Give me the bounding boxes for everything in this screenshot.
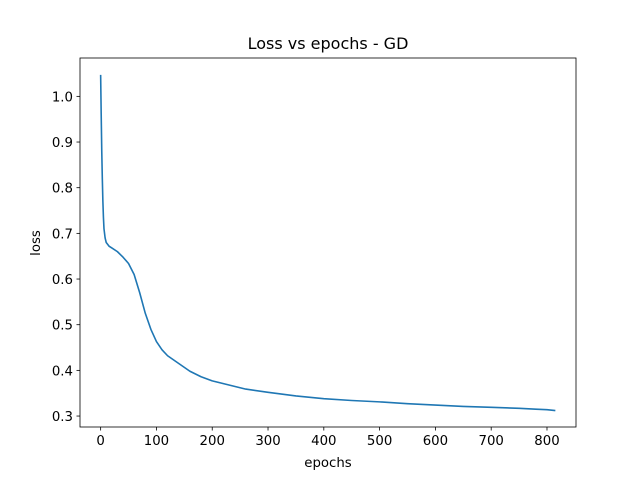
x-tick-label: 500	[367, 434, 392, 449]
y-tick-label: 0.6	[52, 273, 73, 288]
y-tick-label: 0.7	[52, 227, 73, 242]
x-tick-label: 600	[423, 434, 448, 449]
loss-series-line	[99, 74, 556, 412]
y-tick-label: 0.3	[52, 410, 73, 425]
y-axis-label: loss	[29, 230, 44, 256]
y-tick-label: 0.4	[52, 364, 73, 379]
x-tick-label: 300	[255, 434, 280, 449]
x-tick-label: 100	[144, 434, 169, 449]
y-tick-label: 0.9	[52, 136, 73, 151]
y-tick-label: 0.5	[52, 319, 73, 334]
x-tick-label: 0	[96, 434, 104, 449]
series-layer	[99, 74, 556, 412]
chart-title: Loss vs epochs - GD	[248, 34, 409, 53]
x-tick-label: 700	[478, 434, 503, 449]
x-tick-label: 800	[534, 434, 559, 449]
y-tick-label: 0.8	[52, 182, 73, 197]
x-axis-label: epochs	[304, 456, 351, 471]
y-tick-label: 1.0	[52, 90, 73, 105]
plot-frame	[79, 57, 577, 428]
x-tick-label: 200	[200, 434, 225, 449]
tick-layer: 0 100 200 300 400 500 600 700 800 0.3 0.4 0.5 0.6 0.7…	[52, 90, 560, 449]
x-tick-label: 400	[311, 434, 336, 449]
